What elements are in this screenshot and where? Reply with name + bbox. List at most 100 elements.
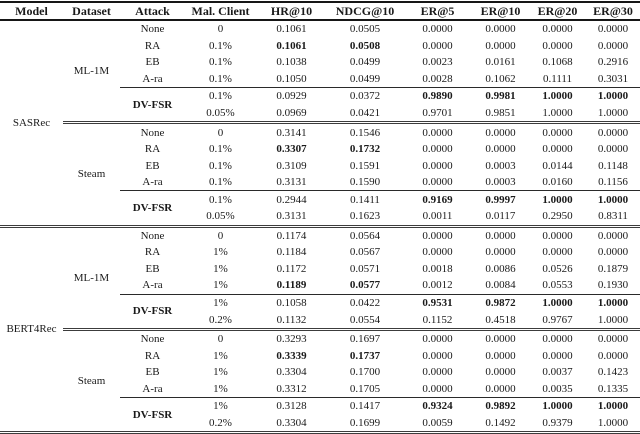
hr10-value: 0.3339 <box>276 349 307 362</box>
table-row: EB 1% 0.1172 0.0571 0.0018 0.0086 0.0526… <box>0 261 640 278</box>
hr10-value: 0.1132 <box>276 313 307 326</box>
attack-label: A-ra <box>142 382 163 395</box>
er30-value: 1.0000 <box>586 190 640 209</box>
ndcg10-value: 0.1705 <box>349 382 381 395</box>
er20-value: 0.1068 <box>542 56 573 69</box>
hr10-value: 0.3131 <box>276 210 307 223</box>
table-row: A-ra 1% 0.1189 0.0577 0.0012 0.0084 0.05… <box>0 277 640 294</box>
er30-value: 0.0000 <box>586 327 640 348</box>
er5-value: 0.0000 <box>422 382 453 395</box>
mal-client-value: 1% <box>185 397 256 415</box>
hr10-value: 0.2944 <box>256 190 327 209</box>
er10-value: 0.0117 <box>485 210 516 223</box>
er5-value: 0.0000 <box>403 224 472 245</box>
er20-value: 0.0000 <box>529 327 586 348</box>
ndcg10-value: 0.1546 <box>327 121 403 141</box>
model-label-sasrec: SASRec <box>12 116 51 129</box>
er20-value: 0.1111 <box>542 72 573 85</box>
mal-client-value: 1% <box>185 293 256 312</box>
model-label-bert4rec: BERT4Rec <box>0 224 63 433</box>
dataset-label-steam: Steam <box>63 121 120 227</box>
table-row: RA 1% 0.1184 0.0567 0.0000 0.0000 0.0000… <box>0 244 640 261</box>
ndcg10-value: 0.0554 <box>349 313 381 326</box>
mal-client-value: 0.2% <box>209 416 232 429</box>
ndcg10-value: 0.1737 <box>349 349 381 362</box>
mal-client-value: 1% <box>213 262 228 275</box>
er5-value: 0.0023 <box>422 56 453 69</box>
col-header-er5: ER@5 <box>403 2 472 21</box>
er5-value: 0.1152 <box>422 313 453 326</box>
table-row: DV-FSR 0.1% 0.2944 0.1411 0.9169 0.9997 … <box>0 190 640 227</box>
hr10-value: 0.1050 <box>276 72 307 85</box>
er10-value: 0.9997 <box>472 190 529 209</box>
attack-label-dvfsr: DV-FSR <box>120 190 185 227</box>
table-row: EB 0.1% 0.3109 0.1591 0.0000 0.0003 0.01… <box>0 157 640 174</box>
er10-value: 0.0000 <box>485 349 516 362</box>
er30-value: 0.0000 <box>586 224 640 245</box>
er10-value: 0.0000 <box>485 39 516 52</box>
mal-client-value: 0.1% <box>209 159 232 172</box>
er10-value: 0.0000 <box>485 23 516 36</box>
hr10-value: 0.1184 <box>276 246 307 259</box>
er10-value: 0.9872 <box>472 293 529 312</box>
col-header-attack: Attack <box>120 2 185 21</box>
mal-client-value: 1% <box>213 382 228 395</box>
mal-client-value: 0.05% <box>206 210 235 223</box>
col-header-dataset: Dataset <box>63 2 120 21</box>
hr10-value: 0.0929 <box>256 87 327 105</box>
hr10-value: 0.3304 <box>276 416 307 429</box>
er30-value: 0.0000 <box>597 349 629 362</box>
er10-value: 0.0161 <box>485 56 516 69</box>
table-row: 0.05% 0.3131 0.1623 0.0011 0.0117 0.2950… <box>0 208 640 226</box>
er10-value: 0.0000 <box>485 246 516 259</box>
dataset-label-ml1m: ML-1M <box>63 224 120 330</box>
ndcg10-value: 0.1732 <box>349 143 381 156</box>
table-row: RA 1% 0.3339 0.1737 0.0000 0.0000 0.0000… <box>0 347 640 364</box>
attack-label: RA <box>144 349 161 362</box>
er5-value: 0.0000 <box>403 121 472 141</box>
er20-value: 0.2950 <box>542 210 573 223</box>
er30-value: 0.1148 <box>598 159 628 172</box>
er5-value: 0.0000 <box>422 176 453 189</box>
er30-value: 1.0000 <box>586 293 640 312</box>
hr10-value: 0.3304 <box>276 366 307 379</box>
er20-value: 0.0000 <box>542 39 573 52</box>
er10-value: 0.0084 <box>485 279 516 292</box>
table-row: DV-FSR 0.1% 0.0929 0.0372 0.9890 0.9981 … <box>0 87 640 123</box>
attack-label: None <box>120 224 185 245</box>
mal-client-value: 0 <box>185 121 256 141</box>
mal-client-value: 0.2% <box>209 313 232 326</box>
er20-value: 0.9767 <box>542 313 573 326</box>
attack-label-dvfsr: DV-FSR <box>120 397 185 433</box>
attack-label: EB <box>145 366 160 379</box>
table-row: RA 0.1% 0.3307 0.1732 0.0000 0.0000 0.00… <box>0 141 640 158</box>
table-row: DV-FSR 1% 0.1058 0.0422 0.9531 0.9872 1.… <box>0 293 640 330</box>
er20-value: 0.0000 <box>542 349 573 362</box>
er10-value: 0.9892 <box>472 397 529 415</box>
mal-client-value: 0.1% <box>209 56 232 69</box>
er5-value: 0.9701 <box>422 107 453 119</box>
table-row: Steam None 0 0.3141 0.1546 0.0000 0.0000… <box>0 121 640 227</box>
er5-value: 0.0000 <box>422 143 453 156</box>
er10-value: 0.0003 <box>485 159 516 172</box>
er10-value: 0.0000 <box>485 382 516 395</box>
dataset-label-ml1m: ML-1M <box>73 65 110 78</box>
ndcg10-value: 0.1417 <box>327 397 403 415</box>
ndcg10-value: 0.0421 <box>349 107 381 119</box>
er20-value: 0.9379 <box>542 416 573 429</box>
hr10-value: 0.1189 <box>276 279 307 292</box>
er30-value: 0.3031 <box>597 72 629 85</box>
attack-label-dvfsr: DV-FSR <box>120 87 185 123</box>
table-row: SASRec ML-1M None 0 0.1061 0.0505 0.0000… <box>0 20 640 129</box>
er10-value: 0.9851 <box>485 107 516 119</box>
attack-label: A-ra <box>142 72 163 85</box>
er5-value: 0.0000 <box>422 39 453 52</box>
er5-value: 0.0000 <box>422 349 453 362</box>
er20-value: 1.0000 <box>542 107 573 119</box>
er20-value: 0.0160 <box>542 176 573 189</box>
er30-value: 0.0000 <box>597 143 629 156</box>
hr10-value: 0.1172 <box>276 262 307 275</box>
ndcg10-value: 0.1411 <box>327 190 403 209</box>
er5-value: 0.0000 <box>422 246 453 259</box>
table-row: RA 0.1% 0.1061 0.0508 0.0000 0.0000 0.00… <box>0 38 640 55</box>
